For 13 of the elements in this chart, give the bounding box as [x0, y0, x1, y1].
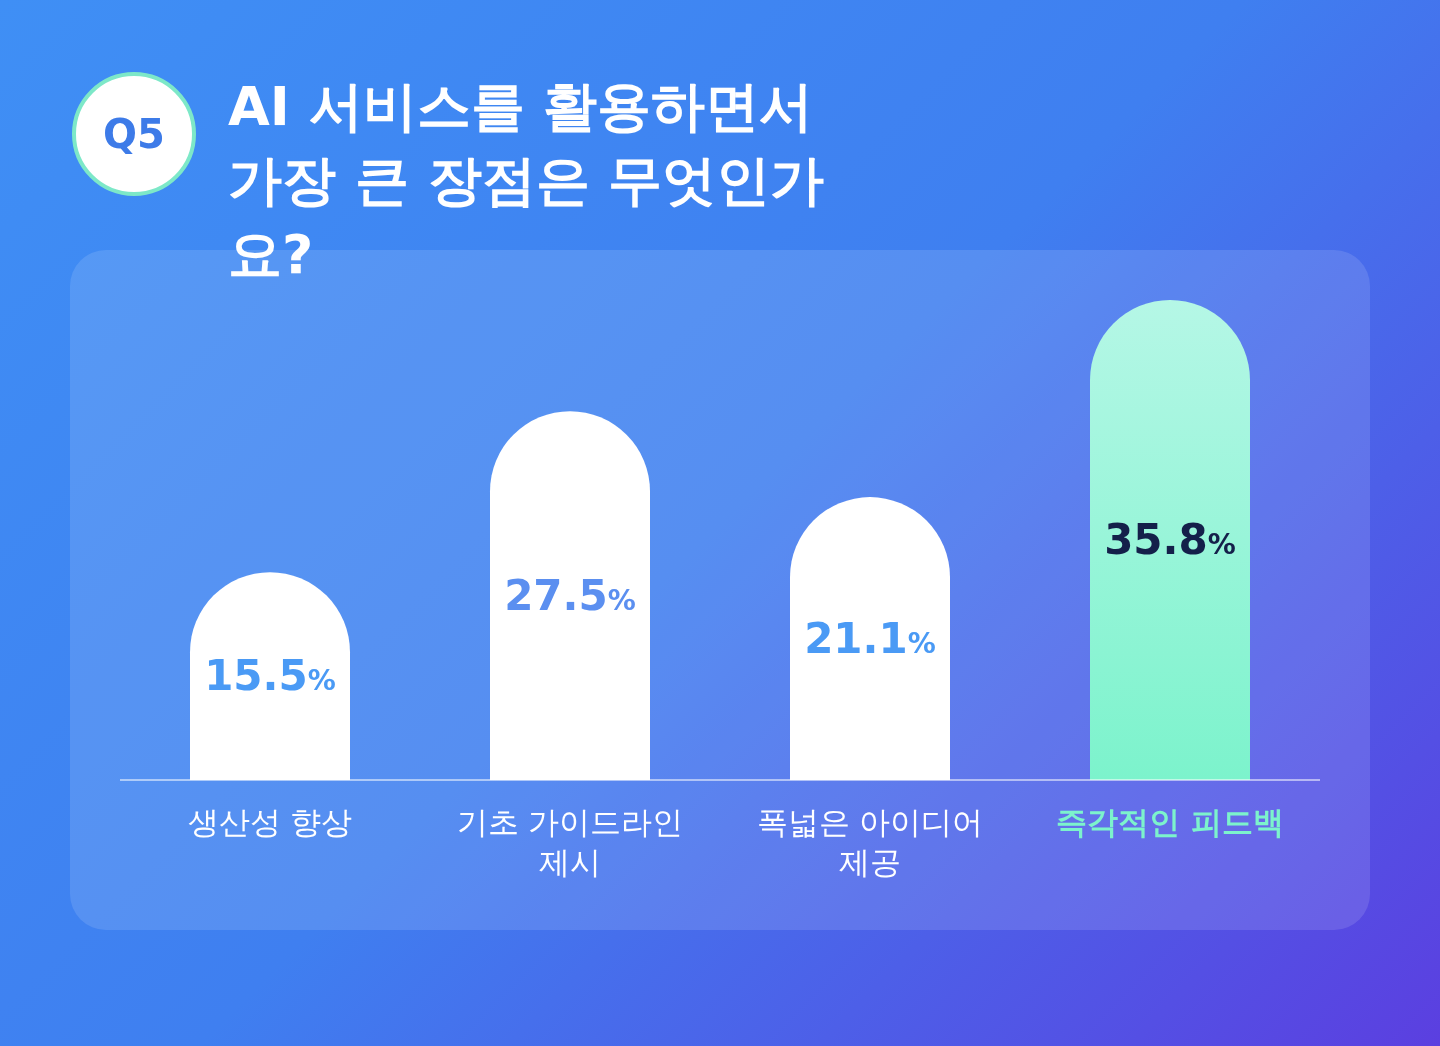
data-label: 27.5%: [504, 570, 636, 620]
data-label: 21.1%: [804, 613, 936, 663]
bar: [490, 411, 650, 780]
x-tick-label: 생산성 향상: [186, 803, 354, 842]
bar: [790, 497, 950, 780]
x-tick-label: 즉각적인 피드백: [1055, 803, 1285, 842]
x-tick-label: 기초 가이드라인 제시: [455, 803, 685, 882]
chart-title: AI 서비스를 활용하면서 가장 큰 장점은 무엇인가요?: [228, 74, 826, 288]
text: Q5: [72, 72, 196, 196]
x-tick-label: 폭넓은 아이디어 제공: [755, 803, 985, 882]
bar: [1090, 300, 1250, 780]
data-label: 15.5%: [204, 651, 336, 701]
data-label: 35.8%: [1104, 515, 1236, 564]
